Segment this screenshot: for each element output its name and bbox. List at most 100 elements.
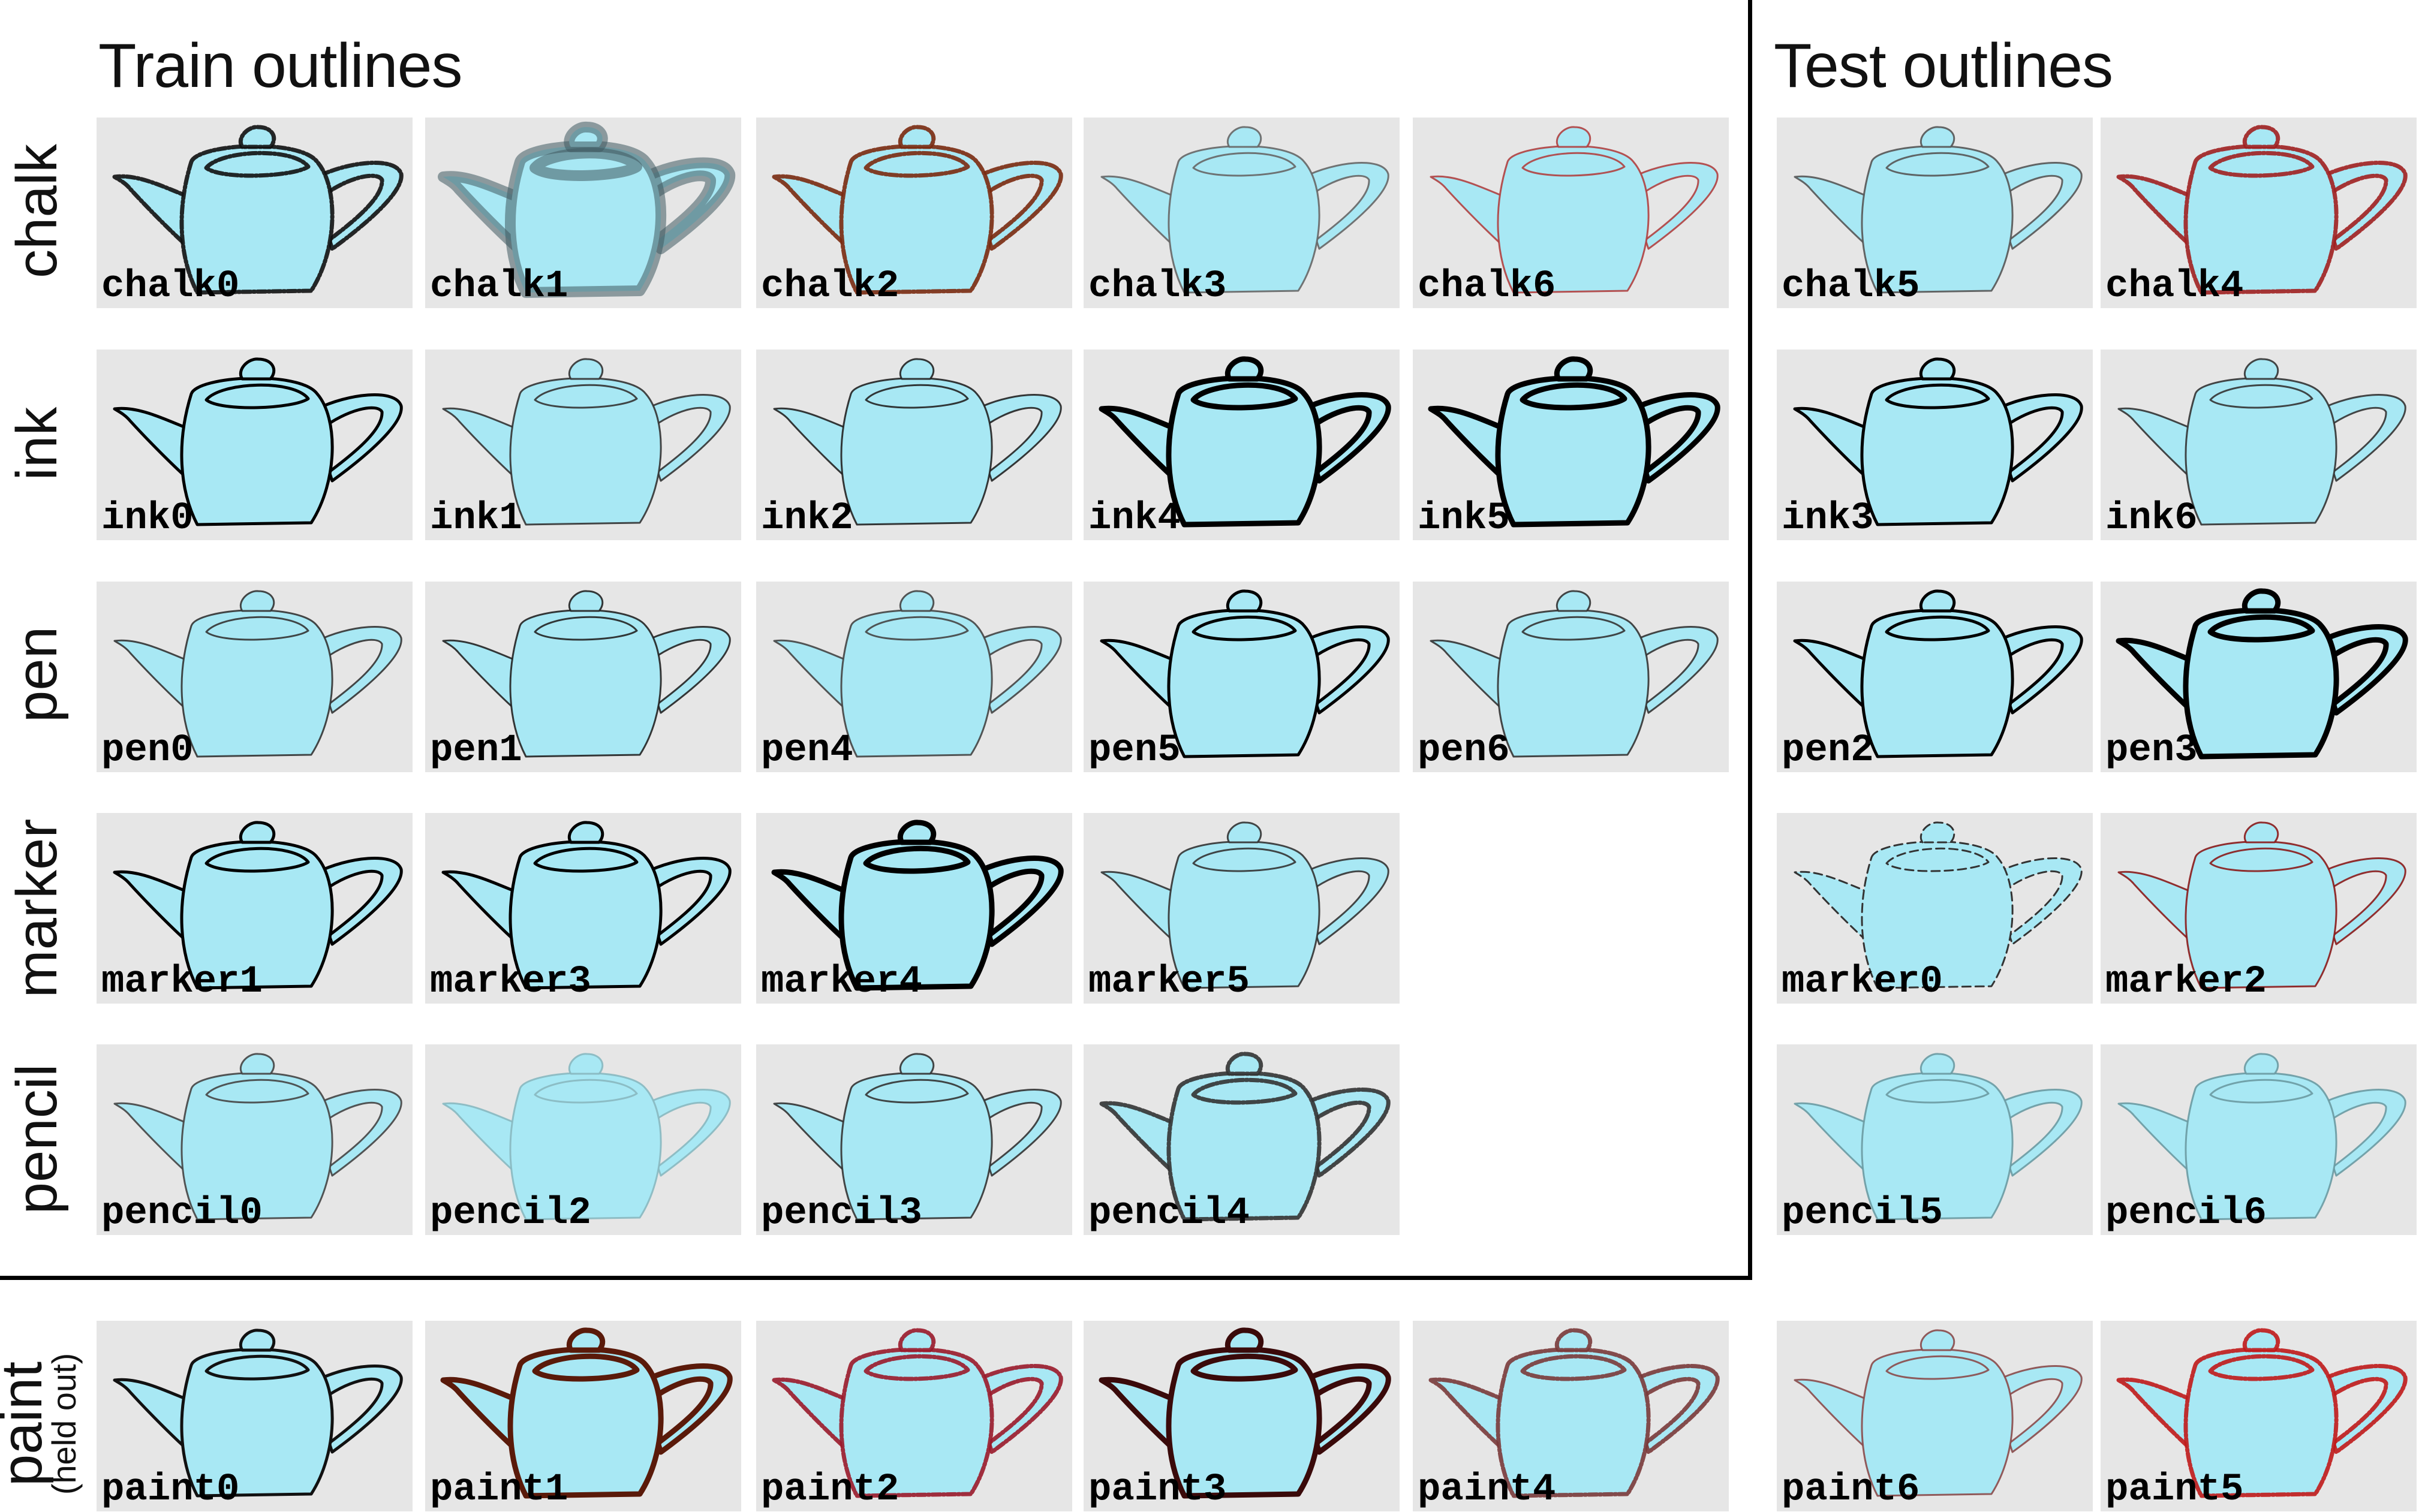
pen0-teapot-handle <box>316 626 402 714</box>
marker3-teapot-knob <box>568 821 604 844</box>
ink6-teapot-lid <box>2209 384 2313 409</box>
chalk2-teapot-knob <box>898 125 936 149</box>
chalk2-teapot-handle <box>974 161 1063 251</box>
marker5-teapot-spout <box>1100 871 1180 945</box>
tile-paint3: paint3 <box>1084 1321 1400 1511</box>
pencil4-teapot-spout <box>1099 1101 1181 1178</box>
paint6-teapot-spout <box>1794 1378 1873 1453</box>
tile-label-pencil2: pencil2 <box>430 1192 591 1235</box>
tile-label-paint2: paint2 <box>761 1468 899 1511</box>
paint6-teapot-lid <box>1885 1355 1990 1380</box>
tile-label-paint1: paint1 <box>430 1468 568 1511</box>
tile-chalk4: chalk4 <box>2101 118 2417 308</box>
ink4-teapot-spout <box>1099 405 1181 484</box>
tile-label-marker2: marker2 <box>2105 960 2267 1004</box>
paint4-teapot-lid <box>1520 1354 1627 1381</box>
tile-marker3: marker3 <box>425 813 741 1004</box>
chalk4-teapot-drawing <box>2116 125 2408 295</box>
pencil6-teapot-knob <box>2244 1053 2279 1075</box>
marker0-teapot-drawing <box>1794 821 2083 989</box>
tile-pencil4: pencil4 <box>1084 1044 1400 1235</box>
marker0-teapot-lid <box>1885 847 1990 872</box>
ink6-teapot-drawing <box>2117 358 2406 526</box>
marker4-teapot-handle <box>974 856 1064 947</box>
pencil5-teapot-lid <box>1885 1079 1990 1104</box>
ink2-teapot-knob <box>899 358 935 380</box>
chalk4-teapot-knob <box>2243 125 2280 149</box>
pencil2-teapot-knob <box>568 1053 604 1075</box>
pen0-teapot-knob <box>240 590 275 612</box>
tile-paint2: paint2 <box>756 1321 1072 1511</box>
marker1-teapot-lid <box>204 847 310 873</box>
tile-chalk0: chalk0 <box>97 118 413 308</box>
pencil6-teapot-lid <box>2209 1079 2313 1104</box>
paint5-teapot-drawing <box>2116 1328 2408 1498</box>
marker5-teapot-drawing <box>1100 821 1389 989</box>
ink5-teapot-knob <box>1554 356 1593 382</box>
pen0-teapot-spout <box>113 639 192 714</box>
marker0-teapot-handle <box>1996 857 2083 945</box>
tile-label-pen5: pen5 <box>1088 729 1181 772</box>
tile-label-paint3: paint3 <box>1088 1468 1227 1511</box>
paint0-teapot-knob <box>239 1329 276 1352</box>
ink0-teapot-knob <box>239 357 276 381</box>
tile-paint1: paint1 <box>425 1321 741 1511</box>
tile-label-chalk6: chalk6 <box>1418 265 1556 308</box>
tile-marker5: marker5 <box>1084 813 1400 1004</box>
tile-label-chalk2: chalk2 <box>761 265 899 308</box>
ink0-teapot-handle <box>315 393 403 483</box>
pencil3-teapot-lid <box>865 1079 969 1104</box>
tile-pen1: pen1 <box>425 582 741 772</box>
pen4-teapot-lid <box>865 616 969 641</box>
chalk1-teapot-drawing <box>438 122 736 298</box>
tile-label-ink6: ink6 <box>2105 497 2198 540</box>
marker4-teapot-knob <box>898 820 937 845</box>
pen0-teapot-lid <box>205 616 309 641</box>
tile-chalk6: chalk6 <box>1413 118 1729 308</box>
ink6-teapot-knob <box>2244 358 2279 380</box>
tile-pen0: pen0 <box>97 582 413 772</box>
marker2-teapot-spout <box>2117 871 2197 945</box>
tile-label-pencil4: pencil4 <box>1088 1192 1250 1235</box>
paint2-teapot-knob <box>898 1328 936 1353</box>
tile-label-pen2: pen2 <box>1782 729 1874 772</box>
pencil2-teapot-handle <box>645 1089 731 1177</box>
chalk4-teapot-spout <box>2116 174 2198 251</box>
ink1-teapot-handle <box>645 394 731 482</box>
pencil2-teapot-spout <box>442 1102 521 1177</box>
chalk3-teapot-spout <box>1100 175 1180 250</box>
pen5-teapot-spout <box>1100 638 1180 715</box>
row-label-text: chalk <box>5 143 69 279</box>
tile-label-ink5: ink5 <box>1418 497 1510 540</box>
pen4-teapot-handle <box>976 626 1062 714</box>
pencil5-teapot-drawing <box>1794 1053 2083 1221</box>
chalk5-teapot-spout <box>1794 175 1873 250</box>
ink3-teapot-knob <box>1919 357 1956 381</box>
tile-label-marker4: marker4 <box>761 960 922 1004</box>
tile-label-pen6: pen6 <box>1418 729 1510 772</box>
marker5-teapot-knob <box>1227 821 1262 844</box>
paint1-teapot-knob <box>567 1327 606 1353</box>
row-label-text: marker <box>5 818 69 998</box>
tile-label-chalk1: chalk1 <box>430 265 568 308</box>
chalk1-teapot-spout <box>438 171 525 254</box>
tile-marker2: marker2 <box>2101 813 2417 1004</box>
tile-ink3: ink3 <box>1777 350 2093 540</box>
tile-pencil5: pencil5 <box>1777 1044 2093 1235</box>
pen2-teapot-drawing <box>1793 589 2083 758</box>
row-label-paint: paint (held out) <box>0 1353 83 1495</box>
chalk4-teapot-lid <box>2208 150 2315 178</box>
chalk0-teapot-drawing <box>112 125 404 295</box>
ink3-teapot-handle <box>1996 393 2083 483</box>
pencil6-teapot-handle <box>2320 1089 2406 1177</box>
ink2-teapot-spout <box>773 407 852 482</box>
pen1-teapot-handle <box>645 626 731 714</box>
tile-label-ink3: ink3 <box>1782 497 1874 540</box>
pencil3-teapot-handle <box>976 1089 1062 1177</box>
chalk2-teapot-lid <box>864 150 970 178</box>
paint2-teapot-handle <box>974 1364 1063 1454</box>
marker5-teapot-lid <box>1192 847 1296 872</box>
test-outlines-heading: Test outlines <box>1774 31 2113 101</box>
tile-label-marker5: marker5 <box>1088 960 1250 1004</box>
